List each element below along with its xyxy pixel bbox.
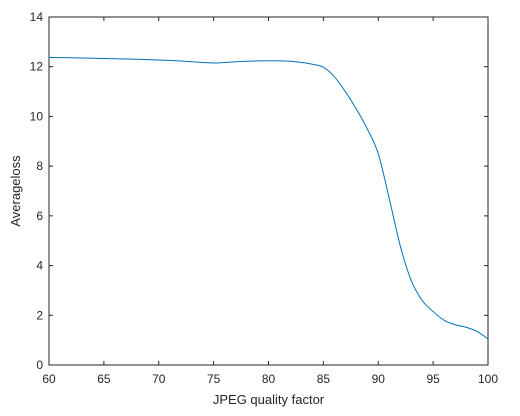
x-tick-label: 75 xyxy=(207,372,221,386)
y-tick-label: 0 xyxy=(36,358,43,372)
y-axis-label: Averageloss xyxy=(8,155,23,227)
y-tick-label: 2 xyxy=(36,308,43,322)
x-axis-label: JPEG quality factor xyxy=(213,392,325,407)
ticks-group: 60 65 70 75 80 85 90 95 100 0 2 4 6 8 10 12 14 xyxy=(30,10,499,386)
x-tick-label: 100 xyxy=(478,372,498,386)
series-line xyxy=(48,57,489,340)
y-tick-label: 14 xyxy=(30,10,44,24)
plot-area xyxy=(48,16,489,366)
y-tick-label: 12 xyxy=(30,60,44,74)
y-tick-label: 10 xyxy=(30,109,44,123)
x-tick-label: 85 xyxy=(317,372,331,386)
x-tick-label: 70 xyxy=(152,372,166,386)
x-tick-label: 95 xyxy=(426,372,440,386)
y-tick-label: 4 xyxy=(36,259,43,273)
y-tick-label: 6 xyxy=(36,209,43,223)
series-group xyxy=(48,57,489,340)
x-tick-label: 60 xyxy=(42,372,56,386)
x-tick-label: 80 xyxy=(262,372,276,386)
x-tick-label: 90 xyxy=(372,372,386,386)
x-tick-label: 65 xyxy=(97,372,111,386)
y-tick-label: 8 xyxy=(36,159,43,173)
